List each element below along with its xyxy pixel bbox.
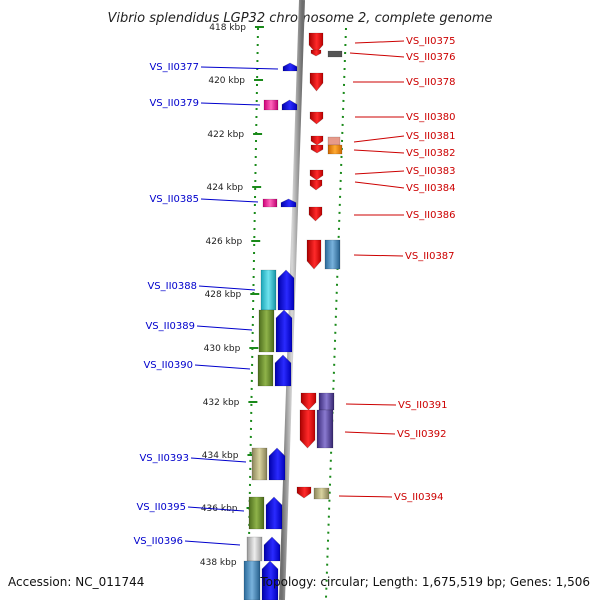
topology-text: Topology: circular; Length: 1,675,519 bp… bbox=[259, 575, 590, 589]
gene-glyph-other bbox=[327, 144, 343, 155]
left-gene-label[interactable]: VS_II0385 bbox=[149, 194, 199, 205]
gene-glyph-forward bbox=[274, 354, 292, 387]
gene-glyph-forward bbox=[282, 62, 298, 72]
gene-glyph-other bbox=[316, 409, 334, 449]
gene-glyph-forward bbox=[268, 447, 286, 481]
gene-glyph-forward bbox=[275, 309, 293, 353]
left-gene-label[interactable]: VS_II0388 bbox=[147, 281, 197, 292]
gene-glyph-reverse bbox=[310, 49, 322, 57]
left-label-leader bbox=[187, 506, 245, 512]
gene-glyph-other bbox=[258, 309, 275, 353]
gene-glyph-other bbox=[318, 392, 335, 411]
right-label-leader bbox=[353, 254, 404, 257]
right-label-leader bbox=[338, 495, 393, 498]
gene-glyph-other bbox=[324, 239, 341, 270]
gene-features bbox=[243, 32, 343, 600]
scale-tick-label: 430 kbp bbox=[204, 344, 241, 354]
scale-tick-label: 424 kbp bbox=[206, 183, 243, 193]
gene-glyph-forward bbox=[281, 99, 298, 111]
right-label-leader bbox=[353, 149, 405, 154]
right-gene-label[interactable]: VS_II0382 bbox=[406, 148, 456, 159]
right-label-leader bbox=[349, 52, 405, 58]
left-gene-label[interactable]: VS_II0393 bbox=[139, 453, 189, 464]
scale-tick-label: 420 kbp bbox=[208, 76, 245, 86]
left-label-leader bbox=[190, 457, 247, 463]
left-gene-label[interactable]: VS_II0389 bbox=[145, 321, 195, 332]
scale-tick-label: 418 kbp bbox=[209, 23, 246, 33]
right-gene-label[interactable]: VS_II0386 bbox=[406, 210, 456, 221]
gene-glyph-reverse bbox=[309, 169, 324, 181]
left-gene-label[interactable]: VS_II0395 bbox=[136, 502, 186, 513]
gene-glyph-other bbox=[248, 496, 265, 530]
gene-glyph-other bbox=[260, 269, 277, 311]
gene-glyph-other bbox=[262, 198, 278, 208]
left-gene-label[interactable]: VS_II0377 bbox=[149, 62, 199, 73]
right-gene-label[interactable]: VS_II0384 bbox=[406, 183, 456, 194]
left-label-leader bbox=[184, 540, 241, 546]
gene-glyph-reverse bbox=[309, 72, 324, 92]
gene-glyph-other bbox=[313, 487, 330, 500]
left-label-leader bbox=[200, 102, 261, 106]
right-label-leader bbox=[344, 431, 396, 435]
right-gene-label[interactable]: VS_II0376 bbox=[406, 52, 456, 63]
right-gene-label[interactable]: VS_II0391 bbox=[398, 400, 448, 411]
gene-glyph-forward bbox=[261, 560, 279, 600]
scale-tick-label: 434 kbp bbox=[202, 451, 239, 461]
right-scale-line bbox=[325, 27, 347, 599]
gene-glyph-forward bbox=[265, 496, 283, 530]
left-label-leader bbox=[200, 198, 259, 203]
right-label-leader bbox=[345, 403, 397, 406]
gene-labels: VS_II0377 VS_II0379 VS_II0385 VS_II0388 VS_I… bbox=[133, 36, 455, 547]
gene-glyph-forward bbox=[280, 198, 297, 208]
gene-glyph-other bbox=[327, 50, 343, 58]
gene-glyph-other bbox=[327, 136, 341, 146]
scale-tick-label: 428 kbp bbox=[205, 290, 242, 300]
left-label-leader bbox=[196, 325, 253, 331]
scale-tick-label: 438 kbp bbox=[200, 558, 237, 568]
scale-tick-label: 432 kbp bbox=[203, 398, 240, 408]
right-gene-label[interactable]: VS_II0387 bbox=[405, 251, 455, 262]
accession-text: Accession: NC_011744 bbox=[8, 575, 144, 589]
gene-glyph-other bbox=[246, 536, 263, 562]
gene-glyph-reverse bbox=[299, 409, 316, 449]
gene-glyph-forward bbox=[277, 269, 295, 311]
scale-tick-label: 422 kbp bbox=[207, 130, 244, 140]
right-gene-label[interactable]: VS_II0392 bbox=[397, 429, 447, 440]
left-gene-label[interactable]: VS_II0390 bbox=[143, 360, 193, 371]
gene-glyph-reverse bbox=[310, 135, 324, 146]
right-gene-label[interactable]: VS_II0378 bbox=[406, 77, 456, 88]
gene-glyph-reverse bbox=[308, 32, 324, 54]
gene-glyph-reverse bbox=[296, 486, 312, 499]
gene-glyph-reverse bbox=[300, 392, 317, 411]
gene-glyph-forward bbox=[263, 536, 281, 562]
left-label-leader bbox=[198, 285, 256, 291]
left-gene-label[interactable]: VS_II0379 bbox=[149, 98, 199, 109]
gene-glyph-other bbox=[251, 447, 268, 481]
right-gene-label[interactable]: VS_II0375 bbox=[406, 36, 456, 47]
left-gene-label[interactable]: VS_II0396 bbox=[133, 536, 183, 547]
gene-glyph-reverse bbox=[310, 144, 324, 154]
right-label-leader bbox=[354, 40, 405, 44]
right-label-leader bbox=[353, 135, 405, 143]
right-gene-label[interactable]: VS_II0383 bbox=[406, 166, 456, 177]
scale-tick-label: 426 kbp bbox=[206, 237, 243, 247]
left-label-leader bbox=[200, 66, 279, 70]
gene-glyph-other bbox=[243, 560, 261, 600]
right-gene-label[interactable]: VS_II0381 bbox=[406, 131, 456, 142]
right-gene-label[interactable]: VS_II0380 bbox=[406, 112, 456, 123]
gene-glyph-other bbox=[257, 354, 274, 387]
gene-glyph-reverse bbox=[308, 206, 323, 222]
gene-glyph-reverse bbox=[306, 239, 322, 270]
right-label-leader bbox=[354, 170, 405, 175]
right-label-leader bbox=[354, 181, 405, 189]
gene-glyph-reverse bbox=[309, 179, 323, 191]
right-gene-label[interactable]: VS_II0394 bbox=[394, 492, 444, 503]
left-label-leader bbox=[194, 364, 251, 370]
gene-glyph-other bbox=[263, 99, 279, 111]
gene-glyph-reverse bbox=[309, 111, 324, 125]
